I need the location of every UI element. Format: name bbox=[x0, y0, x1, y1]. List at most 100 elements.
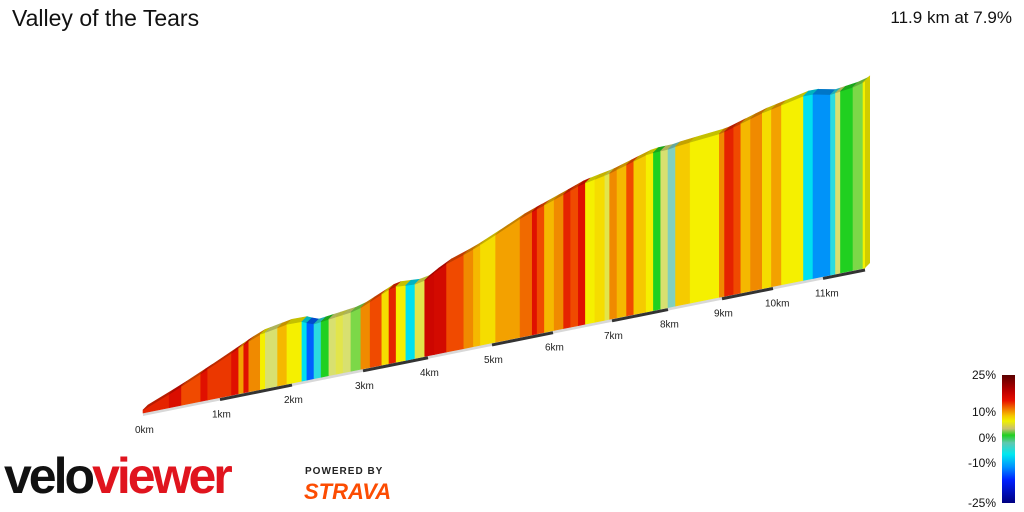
gradient-segment bbox=[862, 80, 866, 269]
gradient-segment bbox=[626, 160, 635, 317]
gradient-segment bbox=[724, 126, 735, 297]
gradient-segment bbox=[570, 185, 579, 328]
x-tick-label: 10km bbox=[765, 298, 789, 309]
gradient-segment bbox=[306, 322, 315, 381]
km-band bbox=[721, 287, 774, 301]
gradient-segment bbox=[519, 211, 533, 338]
gradient-segment bbox=[675, 141, 691, 307]
x-tick-label: 4km bbox=[420, 368, 439, 379]
gradient-segment bbox=[852, 82, 864, 271]
gradient-segment bbox=[369, 293, 383, 368]
gradient-segment bbox=[434, 263, 447, 355]
colorbar-label: -10% bbox=[967, 456, 996, 470]
gradient-segment bbox=[835, 90, 841, 275]
gradient-segment bbox=[342, 311, 352, 374]
gradient-segment bbox=[740, 118, 751, 294]
gradient-segment bbox=[830, 92, 836, 276]
strava-logo: STRAVA bbox=[304, 479, 392, 504]
gradient-segment bbox=[660, 148, 669, 310]
gradient-segment bbox=[405, 283, 416, 361]
x-tick-label: 8km bbox=[660, 320, 679, 331]
x-tick-label: 0km bbox=[135, 425, 154, 436]
gradient-segment bbox=[531, 208, 538, 336]
gradient-segment bbox=[231, 347, 240, 396]
gradient-segment bbox=[388, 286, 397, 364]
km-band bbox=[362, 356, 429, 373]
gradient-segment bbox=[645, 152, 654, 313]
gradient-segment bbox=[604, 172, 610, 321]
gradient-segment bbox=[381, 288, 390, 366]
gradient-segment bbox=[200, 368, 208, 402]
gradient-segment bbox=[265, 327, 278, 389]
gradient-segment bbox=[360, 301, 371, 370]
colorbar-label: -25% bbox=[967, 496, 996, 510]
gradient-segment bbox=[395, 284, 407, 363]
gradient-segment bbox=[313, 321, 322, 380]
x-tick-label: 9km bbox=[714, 309, 733, 320]
gradient-colorbar bbox=[1002, 375, 1015, 503]
gradient-segment bbox=[812, 93, 831, 279]
gradient-segment bbox=[480, 234, 496, 346]
gradient-segment bbox=[424, 271, 435, 357]
gradient-segment bbox=[536, 204, 545, 335]
gradient-segment bbox=[585, 178, 596, 325]
gradient-segment bbox=[594, 174, 606, 323]
gradient-segment bbox=[301, 321, 308, 382]
colorbar-label: 10% bbox=[971, 405, 996, 419]
gradient-segment bbox=[350, 307, 362, 372]
route-summary: 11.9 km at 7.9% bbox=[890, 8, 1012, 27]
gradient-segment bbox=[750, 112, 763, 292]
gradient-segment bbox=[840, 86, 854, 274]
gradient-segment bbox=[286, 321, 303, 385]
veloviewer-logo: veloviewer bbox=[4, 446, 233, 506]
km-band bbox=[491, 331, 554, 347]
x-tick-label: 1km bbox=[212, 410, 231, 421]
gradient-segment bbox=[733, 123, 742, 295]
gradient-segment bbox=[328, 316, 337, 377]
gradient-segment bbox=[781, 95, 804, 286]
logo-viewer: viewer bbox=[92, 448, 233, 504]
gradient-segment bbox=[248, 333, 261, 393]
km-band bbox=[822, 268, 866, 280]
gradient-segment bbox=[473, 244, 481, 348]
gradient-segment bbox=[689, 133, 720, 304]
x-tick-label: 11km bbox=[815, 288, 839, 299]
route-title: Valley of the Tears bbox=[12, 5, 200, 31]
gradient-segment bbox=[260, 332, 266, 390]
logo-velo: velo bbox=[4, 448, 95, 504]
km-band bbox=[611, 308, 669, 323]
gradient-segment bbox=[495, 218, 521, 343]
gradient-segment bbox=[243, 340, 250, 394]
gradient-segment bbox=[463, 248, 474, 349]
gradient-segment bbox=[653, 150, 662, 311]
x-tick-label: 6km bbox=[545, 343, 564, 354]
gradient-segment bbox=[633, 154, 647, 315]
gradient-segment bbox=[563, 189, 572, 329]
x-tick-label: 2km bbox=[284, 395, 303, 406]
gradient-segment bbox=[544, 199, 555, 333]
colorbar-label: 25% bbox=[971, 368, 996, 382]
gradient-segment bbox=[414, 279, 426, 359]
gradient-segment bbox=[609, 169, 618, 320]
gradient-segment bbox=[277, 323, 288, 387]
gradient-segment bbox=[718, 131, 725, 298]
gradient-segment bbox=[553, 193, 564, 331]
gradient-segment bbox=[320, 318, 330, 378]
gradient-segment bbox=[803, 93, 814, 281]
profile-end-face bbox=[865, 75, 870, 269]
gradient-segment bbox=[761, 108, 772, 290]
gradient-segment bbox=[446, 254, 465, 353]
gradient-segment bbox=[578, 182, 586, 326]
gradient-segment bbox=[335, 314, 344, 375]
x-tick-label: 7km bbox=[604, 331, 623, 342]
powered-by-label: POWERED BY bbox=[305, 466, 384, 477]
colorbar-label: 0% bbox=[978, 431, 996, 445]
km-band bbox=[219, 383, 293, 402]
gradient-segment bbox=[616, 164, 627, 319]
gradient-segment bbox=[667, 146, 676, 308]
x-tick-label: 5km bbox=[484, 355, 503, 366]
x-tick-label: 3km bbox=[355, 381, 374, 392]
gradient-segment bbox=[771, 104, 782, 288]
gradient-segment bbox=[238, 344, 245, 395]
